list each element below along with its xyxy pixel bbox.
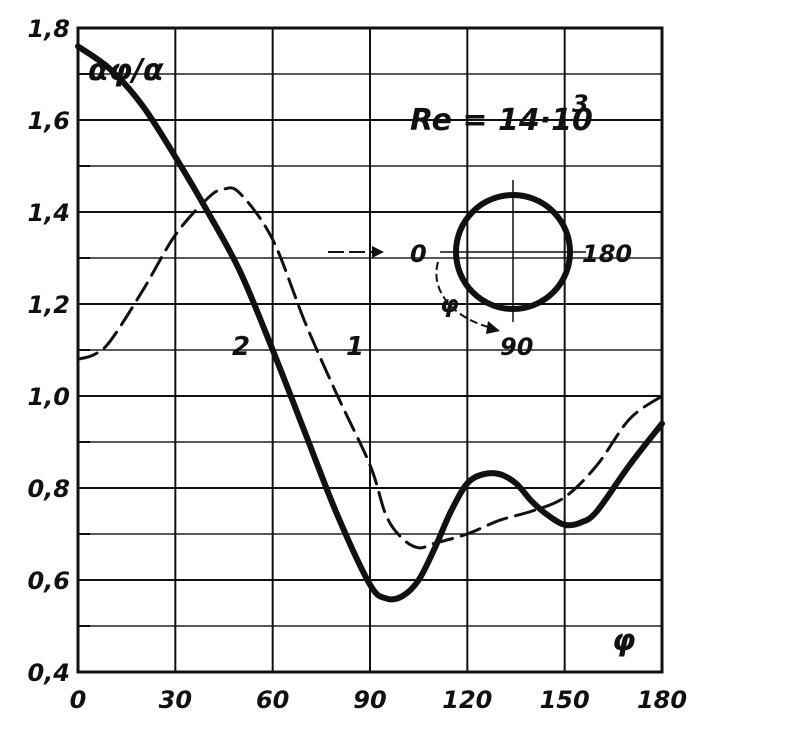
series-group <box>75 43 665 603</box>
plot-frame <box>76 26 664 674</box>
y-tick-label: 1,8 <box>27 15 70 43</box>
axes <box>76 26 664 674</box>
x-tick-label: 30 <box>159 686 192 714</box>
x-axis-label: φ <box>612 623 635 658</box>
flow-arrow-head <box>372 246 384 258</box>
inset-label-0: 0 <box>410 240 427 268</box>
inset-label-90: 90 <box>500 333 533 361</box>
x-tick-label: 0 <box>70 686 87 714</box>
x-tick-label: 150 <box>540 686 590 714</box>
y-tick-label: 1,6 <box>27 107 70 135</box>
x-tick-label: 180 <box>637 686 687 714</box>
x-tick-label: 120 <box>442 686 492 714</box>
y-tick-label: 1,4 <box>27 199 70 227</box>
tick-labels: 0,40,60,81,01,21,41,61,80 30 60 90 120 150 180 <box>27 15 687 714</box>
angle-arc-head <box>486 321 500 334</box>
series-line-1 <box>76 186 664 550</box>
inset-label-phi: φ <box>440 290 459 318</box>
x-tick-label: 90 <box>353 686 386 714</box>
reynolds-annotation: Re = 14·10 3 <box>410 90 593 138</box>
y-axis-label: αφ/α <box>88 53 164 88</box>
y-tick-label: 1,2 <box>27 291 70 319</box>
annotation-exponent: 3 <box>572 90 589 118</box>
annotation-text: Re = 14·10 <box>410 103 593 138</box>
series-label-2: 2 <box>232 332 250 362</box>
y-tick-label: 0,8 <box>27 475 70 503</box>
x-tick-label: 60 <box>256 686 289 714</box>
series-line-2 <box>75 43 665 603</box>
series-label-1: 1 <box>346 332 364 362</box>
angle-arc <box>435 261 493 329</box>
inset-label-180: 180 <box>582 240 632 268</box>
y-tick-label: 0,6 <box>27 567 70 595</box>
y-tick-label: 1,0 <box>27 383 70 411</box>
inset-circle-diagram: 0 180 90 φ <box>328 180 632 361</box>
y-tick-label: 0,4 <box>27 659 70 687</box>
